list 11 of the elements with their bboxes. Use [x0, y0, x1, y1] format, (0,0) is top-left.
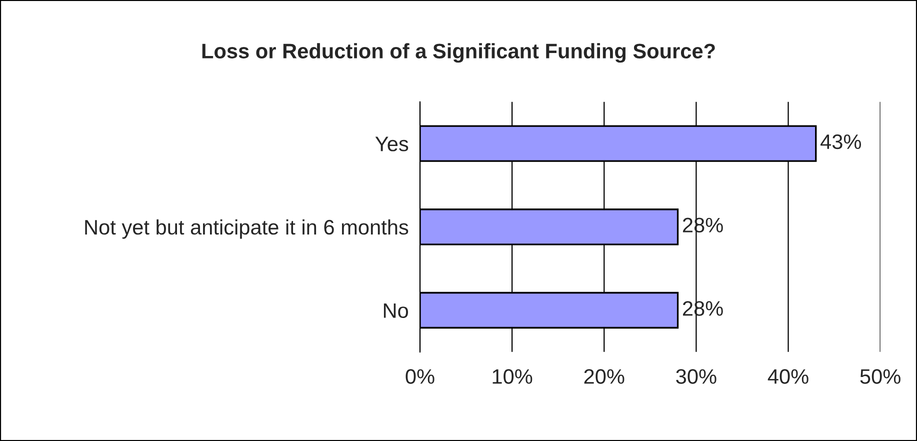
y-tick-label: Yes — [375, 136, 408, 152]
x-tick-label: 10% — [492, 369, 532, 384]
y-tick-label: Not yet but anticipate it in 6 months — [85, 219, 408, 239]
chart-title: Loss or Reduction of a Significant Funding Source? — [202, 43, 715, 63]
x-tick-label: 0% — [406, 369, 434, 384]
x-tick-label: 40% — [768, 369, 808, 384]
x-tick-label: 30% — [676, 369, 716, 384]
x-tick-label: 50% — [860, 369, 900, 384]
y-tick-label: No — [384, 303, 408, 318]
data-label: 43% — [820, 134, 861, 150]
x-tick-label: 20% — [584, 369, 624, 384]
